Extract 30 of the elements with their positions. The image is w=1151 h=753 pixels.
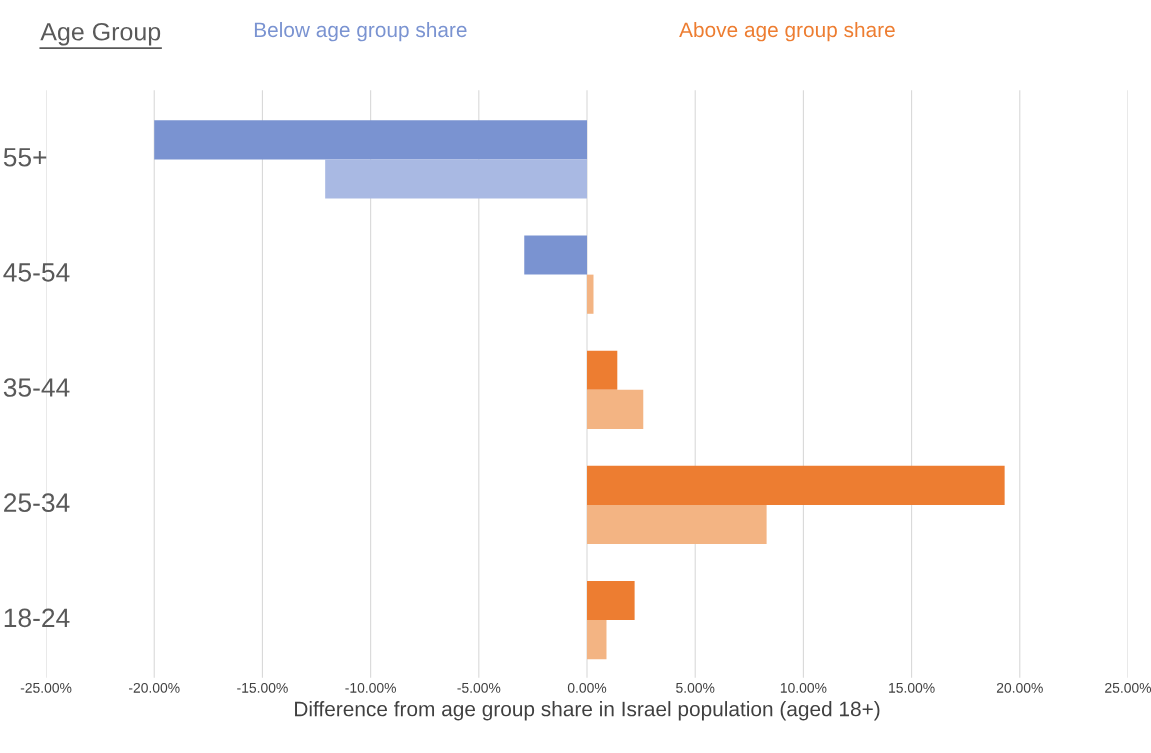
y-tick-label: 35-44 xyxy=(3,378,70,397)
x-tick-label: -10.00% xyxy=(345,682,396,693)
bar xyxy=(524,235,588,275)
bar xyxy=(587,350,618,390)
x-tick-label: 20.00% xyxy=(996,682,1043,693)
bar xyxy=(154,120,588,160)
x-tick-label: -5.00% xyxy=(457,682,501,693)
bar xyxy=(587,465,1005,505)
bar xyxy=(587,504,767,545)
y-tick-label: 45-54 xyxy=(3,263,70,282)
text: Age Group xyxy=(40,22,161,46)
bar xyxy=(325,159,588,199)
x-tick-label: -20.00% xyxy=(128,682,180,693)
x-tick-label: -15.00% xyxy=(237,682,288,693)
text: Below age group share xyxy=(254,21,467,42)
text: Above age group share xyxy=(679,21,895,42)
bar xyxy=(587,274,594,314)
x-tick-label: 10.00% xyxy=(780,682,827,693)
y-tick-label: 25-34 xyxy=(4,493,70,513)
bar xyxy=(587,580,635,621)
x-axis-title: Difference from age group share in Israel population (aged 18+) xyxy=(295,701,880,721)
x-tick-label: 15.00% xyxy=(889,682,935,693)
bar xyxy=(587,389,644,429)
x-tick-label: 25.00% xyxy=(1105,682,1151,693)
x-tick-label: 5.00% xyxy=(676,682,715,693)
bar xyxy=(587,620,607,660)
x-tick-label: 0.00% xyxy=(567,682,607,693)
y-tick-label: 18-24 xyxy=(4,608,70,628)
y-tick-label: 55+ xyxy=(3,148,47,167)
x-tick-label: -25.00% xyxy=(20,682,72,693)
